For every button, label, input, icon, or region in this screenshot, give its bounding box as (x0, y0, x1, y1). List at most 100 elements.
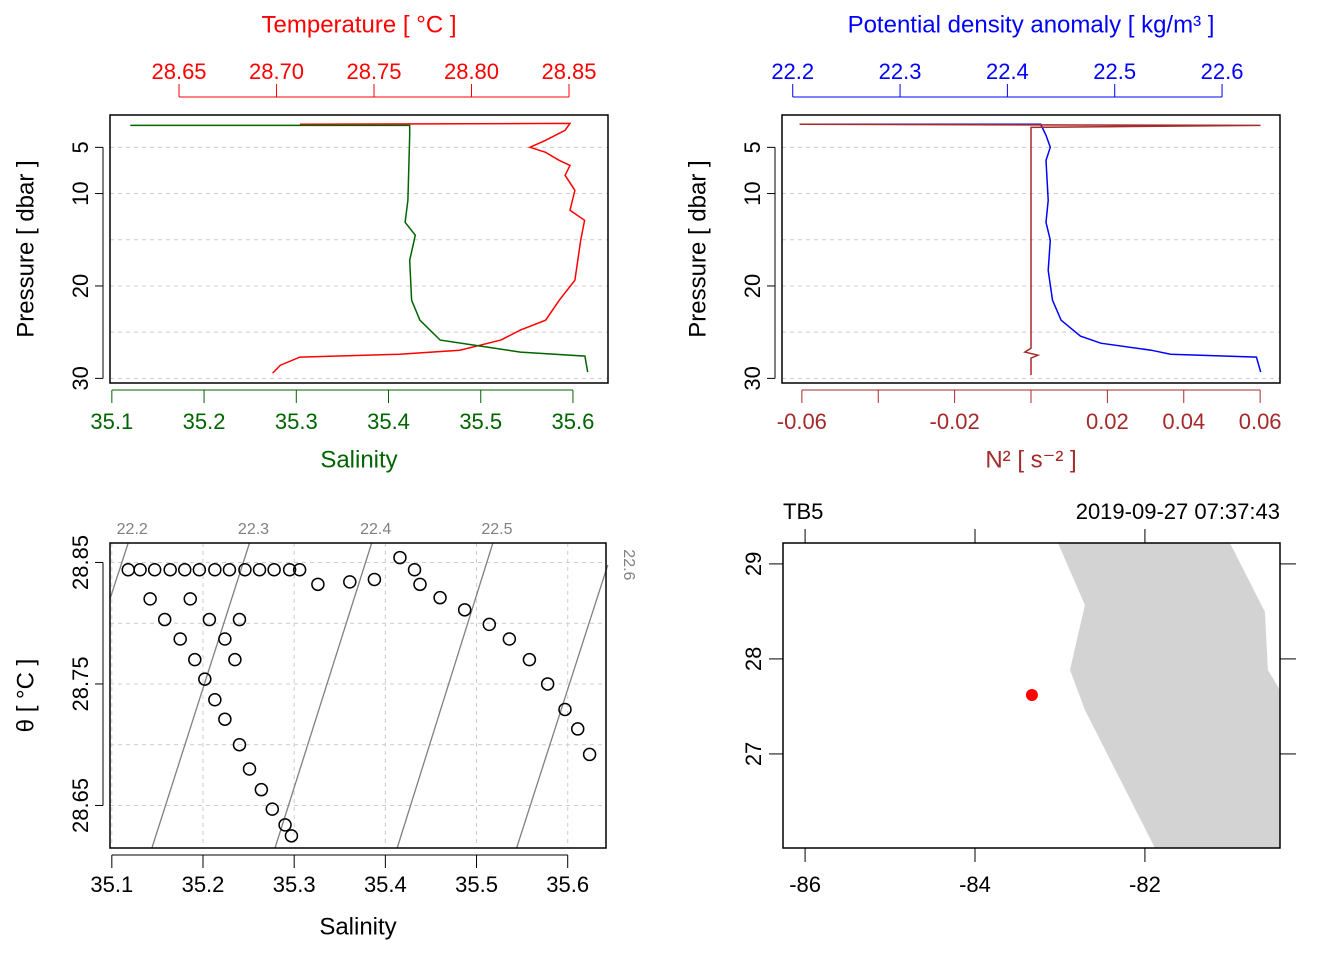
y-tick-label: 10 (740, 181, 765, 205)
point (482, 617, 497, 632)
top-tick-label: 28.85 (541, 59, 596, 84)
point (433, 590, 447, 605)
point (367, 572, 382, 587)
isopycnal (274, 542, 373, 849)
isopycnal-label: 22.6 (620, 549, 637, 580)
isopycnal (515, 564, 609, 849)
point (232, 612, 247, 627)
x-tick-label: -86 (789, 872, 821, 897)
x-tick-label: 35.1 (90, 872, 133, 897)
bottom-tick-label: -0.06 (777, 409, 827, 434)
point (407, 562, 422, 577)
top-tick-label: 28.65 (151, 59, 206, 84)
point (393, 550, 407, 565)
point (282, 562, 297, 577)
point (208, 562, 222, 577)
top-tick-label: 22.6 (1201, 59, 1244, 84)
point (192, 562, 207, 577)
x-tick-label: 35.3 (273, 872, 316, 897)
point (178, 562, 192, 577)
point (208, 693, 222, 707)
land (1057, 542, 1280, 848)
bottom-tick-label: 35.2 (183, 409, 226, 434)
isopycnal-label: 22.3 (238, 521, 269, 538)
point (198, 672, 212, 686)
isopycnal-label: 22.4 (360, 521, 391, 538)
point (284, 829, 299, 843)
bottom-tick-label: 35.5 (459, 409, 502, 434)
point (163, 562, 177, 577)
point (188, 652, 202, 667)
x-tick-label: 35.5 (455, 872, 498, 897)
x-tick-label: 35.6 (546, 872, 589, 897)
bottom-tick-label: 35.6 (552, 409, 595, 434)
top-tick-label: 22.4 (986, 59, 1029, 84)
profile-line (799, 123, 1261, 376)
point (558, 702, 572, 717)
bottom-tick-label: -0.02 (930, 409, 980, 434)
plot-frame (782, 542, 1281, 849)
point (133, 562, 147, 577)
point (252, 562, 267, 577)
axis-title: Temperature [ °C ] (262, 11, 457, 38)
x-tick-label: -84 (959, 872, 991, 897)
point (232, 737, 247, 752)
y-tick-label: 30 (740, 366, 765, 390)
point (522, 652, 537, 667)
isopycnal (109, 542, 129, 600)
point (254, 782, 269, 797)
y-tick-label: 28.65 (68, 778, 93, 833)
station-time: 2019-09-27 07:37:43 (1076, 499, 1280, 524)
y-tick-label: 28.85 (68, 535, 93, 590)
point (238, 562, 252, 577)
point (413, 577, 427, 592)
point (292, 562, 307, 577)
y-tick-label: 28 (741, 647, 766, 671)
top-tick-label: 28.70 (249, 59, 304, 84)
bottom-tick-label: 35.4 (367, 409, 410, 434)
y-tick-label: 29 (741, 552, 766, 576)
isopycnal (151, 542, 251, 849)
point (457, 603, 472, 617)
point (202, 612, 217, 627)
x-tick-label: 35.2 (182, 872, 225, 897)
point (582, 747, 597, 762)
axis-title: Potential density anomaly [ kg/m³ ] (848, 11, 1215, 38)
point (157, 612, 172, 627)
profile-line (804, 123, 1262, 373)
bottom-tick-label: 0.04 (1162, 409, 1205, 434)
y-axis-title: θ [ °C ] (12, 659, 39, 733)
y-tick-label: 10 (68, 181, 93, 205)
point (183, 592, 197, 606)
point (502, 632, 517, 646)
axis-title: N² [ s⁻² ] (985, 446, 1076, 473)
point (222, 562, 237, 577)
x-tick-label: 35.4 (364, 872, 407, 897)
top-tick-label: 28.80 (444, 59, 499, 84)
plot-frame (781, 114, 1281, 384)
y-tick-label: 20 (740, 274, 765, 298)
plot-frame (109, 114, 609, 384)
y-tick-label: 20 (68, 274, 93, 298)
isopycnal-label: 22.5 (481, 521, 512, 538)
bottom-tick-label: 35.3 (275, 409, 318, 434)
point (265, 802, 280, 816)
x-axis-title: Salinity (319, 913, 396, 940)
point (343, 575, 357, 589)
y-tick-label: 30 (68, 366, 93, 390)
x-tick-label: -82 (1129, 872, 1161, 897)
bottom-tick-label: 0.02 (1086, 409, 1129, 434)
point (147, 562, 162, 577)
profile-line (130, 124, 589, 373)
point (311, 577, 325, 592)
profile-line (272, 122, 586, 374)
isopycnal (396, 542, 494, 849)
point (278, 818, 292, 832)
point (173, 632, 187, 646)
y-tick-label: 28.75 (68, 656, 93, 711)
point (218, 712, 232, 726)
point (143, 592, 157, 606)
top-tick-label: 22.2 (771, 59, 814, 84)
station-name: TB5 (783, 499, 823, 524)
